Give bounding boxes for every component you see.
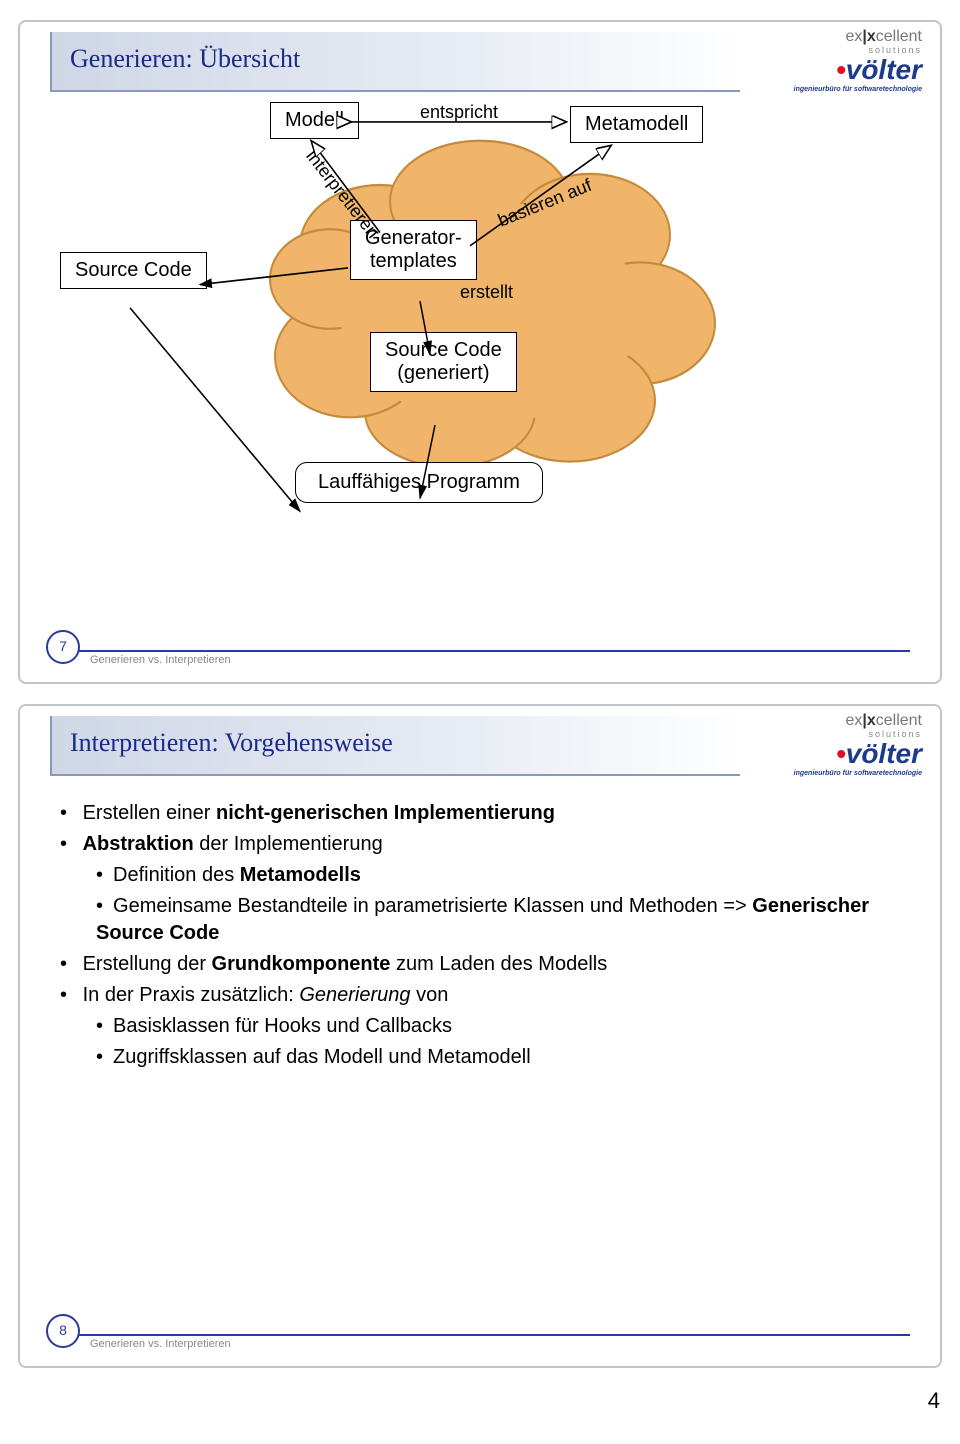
list-item: Definition des Metamodells	[96, 862, 900, 889]
list-item: Gemeinsame Bestandteile in parametrisier…	[96, 893, 900, 947]
list-item: In der Praxis zusätzlich: Generierung vo…	[60, 982, 900, 1071]
edge-label-entspricht: entspricht	[420, 102, 498, 123]
list-item: Basisklassen für Hooks und Callbacks	[96, 1013, 900, 1040]
logo-excellent: ex|xcellent solutions	[794, 28, 922, 55]
slide-7: Generieren: Übersicht ex|xcellent soluti…	[18, 20, 942, 684]
node-programm: Lauffähiges Programm	[295, 462, 543, 503]
list-item: Zugriffsklassen auf das Modell und Metam…	[96, 1044, 900, 1071]
logo-block: ex|xcellent solutions •völter ingenieurb…	[794, 712, 922, 780]
diagram-generieren: Modell Metamodell Generator-templates So…	[50, 102, 910, 622]
list-item: Erstellen einer nicht-generischen Implem…	[60, 800, 900, 827]
slide-title: Generieren: Übersicht	[70, 44, 722, 74]
list-item: Erstellung der Grundkomponente zum Laden…	[60, 951, 900, 978]
node-modell: Modell	[270, 102, 359, 139]
node-sourcecode: Source Code	[60, 252, 207, 289]
footer-text: Generieren vs. Interpretieren	[90, 1338, 231, 1350]
footer-text: Generieren vs. Interpretieren	[90, 654, 231, 666]
node-metamodell: Metamodell	[570, 106, 703, 143]
edge-label-erstellt: erstellt	[460, 282, 513, 303]
slide-number-badge: 7	[46, 630, 80, 664]
title-bar: Generieren: Übersicht	[50, 32, 740, 92]
slide-8: Interpretieren: Vorgehensweise ex|xcelle…	[18, 704, 942, 1368]
title-bar: Interpretieren: Vorgehensweise	[50, 716, 740, 776]
logo-block: ex|xcellent solutions •völter ingenieurb…	[794, 28, 922, 96]
node-generiert: Source Code(generiert)	[370, 332, 517, 392]
slide-title: Interpretieren: Vorgehensweise	[70, 728, 722, 758]
edge-label-basieren: basieren auf	[495, 175, 595, 232]
page-number: 4	[20, 1388, 940, 1414]
footer-line	[70, 1334, 910, 1336]
bullet-content: Erstellen einer nicht-generischen Implem…	[60, 796, 900, 1306]
list-item: Abstraktion der Implementierung Definiti…	[60, 831, 900, 947]
logo-volter: •völter ingenieurbüro für softwaretechno…	[794, 739, 922, 777]
footer-line	[70, 650, 910, 652]
logo-excellent: ex|xcellent solutions	[794, 712, 922, 739]
logo-volter: •völter ingenieurbüro für softwaretechno…	[794, 55, 922, 93]
edge-label-interpretieren: interpretieren	[301, 146, 383, 243]
slide-number-badge: 8	[46, 1314, 80, 1348]
